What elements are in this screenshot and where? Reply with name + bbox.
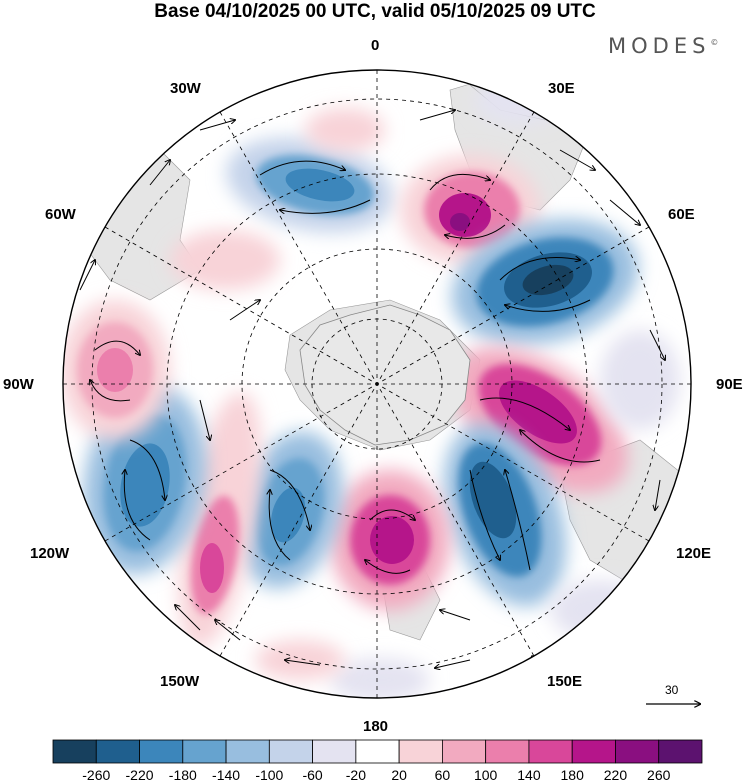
colorbar-swatch — [139, 739, 184, 764]
map-title: Base 04/10/2025 00 UTC, valid 05/10/2025… — [154, 1, 596, 22]
reference-vector-value: 30 — [665, 683, 679, 697]
colorbar-tick-label: -20 — [345, 767, 366, 783]
anomaly-pos-west-of-chile — [63, 300, 170, 440]
lon-label-150w: 150W — [160, 673, 200, 690]
colorbar-swatch — [95, 739, 140, 764]
anomaly-pos-ross-sea — [330, 470, 450, 610]
anomaly-neg-amundsen-sea — [237, 431, 343, 589]
lon-label-150e: 150E — [547, 673, 583, 690]
colorbar-tick-label: -220 — [125, 767, 154, 783]
colorbar-swatch — [182, 739, 227, 764]
lon-label-60w: 60W — [45, 206, 76, 223]
map-border — [62, 69, 692, 699]
colorbar-tick-label: -180 — [168, 767, 197, 783]
colorbar-tick-label: -140 — [212, 767, 241, 783]
colorbar-swatch — [52, 739, 97, 764]
modes-logo-text: MODES — [608, 34, 711, 58]
colorbar-tick-label: -260 — [82, 767, 111, 783]
lon-label-30w: 30W — [170, 80, 201, 97]
colorbar-tick-label: 260 — [647, 767, 671, 783]
colorbar-swatch — [615, 739, 660, 764]
colorbar-tick-label: 20 — [391, 767, 407, 783]
lon-label-90e: 90E — [716, 376, 743, 393]
colorbar-tick-label: 220 — [603, 767, 628, 783]
colorbar — [52, 739, 703, 764]
antarctica — [299, 304, 471, 446]
lon-label-120w: 120W — [30, 545, 70, 562]
colorbar-tick-label: 140 — [517, 767, 541, 783]
anomaly-neg-southwest-australia — [443, 423, 567, 607]
colorbar-tick-label: 180 — [560, 767, 584, 783]
colorbar-swatch — [528, 739, 573, 764]
colorbar-swatch — [355, 739, 400, 764]
lon-label-30e: 30E — [548, 80, 575, 97]
colorbar-swatch — [658, 739, 703, 764]
copyright-mark: © — [710, 38, 719, 47]
lon-label-180: 180 — [363, 718, 389, 735]
lon-label-90w: 90W — [3, 376, 34, 393]
graticule — [63, 70, 691, 698]
colorbar-swatch — [441, 739, 487, 764]
colorbar-tick-label: 100 — [473, 767, 498, 783]
colorbar-tick-label: -100 — [255, 767, 284, 783]
colorbar-swatch — [268, 739, 314, 764]
colorbar-tick-label: -60 — [302, 767, 323, 783]
anomaly-pos-south-pacific — [178, 391, 262, 649]
anomaly-pos-kerguelen — [452, 347, 628, 493]
colorbar-swatch — [571, 739, 616, 764]
colorbar-swatch — [485, 739, 530, 764]
colorbar-tick-label: 60 — [434, 767, 451, 783]
colorbar-swatch — [312, 739, 357, 764]
colorbar-swatch — [398, 739, 443, 764]
lon-label-0: 0 — [371, 37, 380, 54]
colorbar-swatch — [225, 739, 270, 764]
modes-logo: MODES© — [608, 34, 718, 58]
lon-label-60e: 60E — [668, 206, 695, 223]
lon-label-120e: 120E — [676, 545, 712, 562]
